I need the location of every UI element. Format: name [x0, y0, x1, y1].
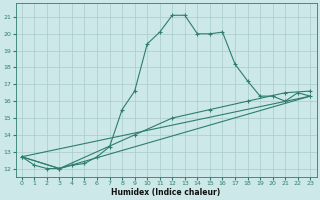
X-axis label: Humidex (Indice chaleur): Humidex (Indice chaleur)	[111, 188, 221, 197]
